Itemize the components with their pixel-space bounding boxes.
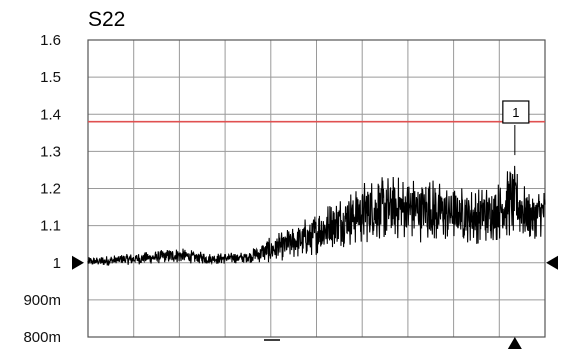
y-tick-label: 800m [23, 329, 61, 346]
plot-frame [87, 39, 546, 338]
y-tick-label: 1.1 [40, 218, 61, 235]
y-tick-label: 1.5 [40, 69, 61, 86]
trace-line [87, 165, 546, 266]
y-tick-label: 1.3 [40, 143, 61, 160]
y-tick-label: 1.4 [40, 106, 61, 123]
marker-label: 1 [512, 105, 519, 120]
y-tick-label: 1.6 [40, 32, 61, 49]
reference-arrow-left [72, 255, 84, 270]
y-tick-label: 1.2 [40, 181, 61, 198]
y-tick-label: 900m [23, 292, 61, 309]
chart-title: S22 [88, 8, 125, 31]
marker-position-arrow [507, 337, 522, 349]
marker-box [502, 100, 530, 124]
reference-arrow-right [546, 255, 558, 270]
y-tick-label: 1 [53, 255, 61, 272]
